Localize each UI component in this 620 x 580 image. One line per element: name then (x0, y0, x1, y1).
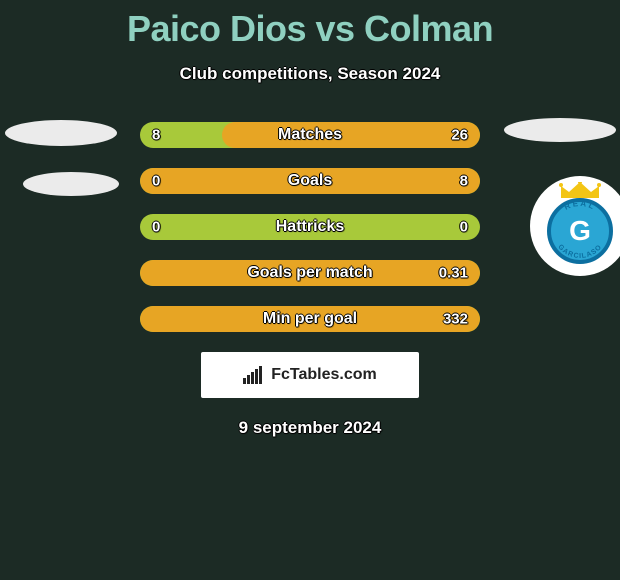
decorative-ellipse (504, 118, 616, 142)
badge-ring-top: REAL (563, 199, 597, 212)
stat-value-right: 0 (460, 219, 468, 236)
stat-value-right: 0.31 (439, 265, 468, 282)
stat-value-right: 332 (443, 311, 468, 328)
logo-text: FcTables.com (271, 366, 377, 384)
page-title: Paico Dios vs Colman (0, 0, 620, 50)
stat-value-left: 8 (152, 127, 160, 144)
stat-value-left: 0 (152, 173, 160, 190)
decorative-ellipse (5, 120, 117, 146)
subtitle: Club competitions, Season 2024 (0, 64, 620, 84)
stat-label: Goals (140, 172, 480, 190)
badge-ring-text: REAL GARCILASO (547, 198, 613, 264)
stat-label: Matches (140, 126, 480, 144)
stat-label: Goals per match (140, 264, 480, 282)
stat-label: Hattricks (140, 218, 480, 236)
content: Paico Dios vs Colman Club competitions, … (0, 0, 620, 438)
badge-ring-bottom: GARCILASO (556, 243, 603, 260)
stat-bar: Matches8 26 (140, 122, 480, 148)
svg-text:REAL: REAL (563, 199, 597, 212)
stat-label: Min per goal (140, 310, 480, 328)
stat-bar: Hattricks0 0 (140, 214, 480, 240)
badge-inner: G REAL GARCILASO (540, 186, 620, 266)
stat-value-right: 26 (451, 127, 468, 144)
stat-bar: Goals per match0.31 (140, 260, 480, 286)
stats-area: G REAL GARCILASO Matches826Goals08Hattri (0, 122, 620, 332)
footer-date: 9 september 2024 (0, 418, 620, 438)
decorative-ellipse (23, 172, 119, 196)
stat-bar: Min per goal332 (140, 306, 480, 332)
stat-value-left: 0 (152, 219, 160, 236)
svg-text:GARCILASO: GARCILASO (556, 243, 603, 260)
bar-chart-icon (243, 366, 265, 384)
club-badge: G REAL GARCILASO (530, 176, 620, 276)
stat-bar: Goals0 8 (140, 168, 480, 194)
stat-value-right: 8 (460, 173, 468, 190)
stat-bars: Matches826Goals08Hattricks00Goals per ma… (140, 122, 480, 332)
fctables-logo: FcTables.com (201, 352, 419, 398)
